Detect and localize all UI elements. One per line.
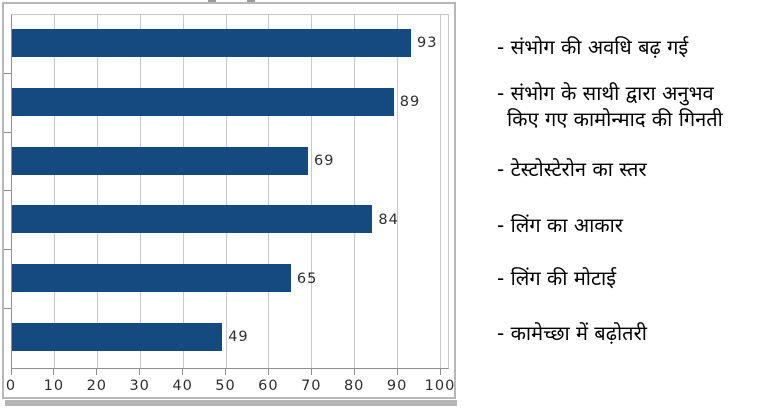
value-label: 84 [378, 211, 399, 228]
gridline [268, 15, 270, 368]
x-axis-tick [225, 369, 226, 375]
y-axis-tick [4, 190, 11, 192]
x-axis-tick [353, 369, 355, 375]
bar [12, 146, 308, 175]
bar [12, 323, 223, 351]
value-label: 69 [314, 153, 335, 169]
x-axis-labels: 0 10 20 30 40 50 60 70 80 90 100 [6, 378, 454, 396]
clipped-title-remnant [247, 0, 255, 2]
x-axis-label: 50 [215, 378, 236, 394]
plot-area: 93 89 69 84 65 49 [4, 14, 449, 375]
category-label: - कामेच्छा में बढ़ोतरी [497, 320, 647, 346]
bar [12, 87, 394, 116]
x-axis-label: 60 [258, 378, 279, 394]
gridline [53, 15, 55, 368]
label-line: - लिंग का आकार [497, 213, 623, 237]
x-axis-tick [439, 369, 441, 375]
label-line: - टेस्टोस्टेरोन का स्तर [497, 157, 647, 181]
label-line: किए गए कामोन्माद की गिनती [507, 107, 723, 131]
category-label: - लिंग का आकार [497, 212, 623, 238]
category-label: - लिंग की मोटाई [497, 265, 616, 291]
label-line: - संभोग की अवधि बढ़ गई [497, 35, 689, 59]
value-label: 49 [228, 329, 249, 346]
gridline [96, 15, 98, 368]
category-label: - टेस्टोस्टेरोन का स्तर [497, 156, 647, 182]
x-axis-label: 0 [5, 378, 17, 394]
y-axis-tick [4, 72, 11, 74]
label-line: - कामेच्छा में बढ़ोतरी [497, 321, 647, 345]
y-axis-tick [4, 131, 11, 133]
value-label: 89 [399, 94, 421, 111]
chart-bottom-shadow [5, 400, 457, 406]
gridline [225, 15, 227, 368]
value-label: 65 [296, 270, 318, 287]
bar [12, 205, 373, 234]
x-axis-tick [53, 369, 55, 375]
gridline [311, 15, 313, 368]
bar [12, 264, 291, 293]
x-axis-label: 70 [301, 378, 322, 394]
category-label: - संभोग की अवधि बढ़ गई [497, 34, 688, 60]
x-axis-tick [267, 369, 269, 375]
bar [12, 29, 411, 57]
gridline [440, 15, 441, 368]
category-label: - संभोग के साथी द्वारा अनुभव किए गए कामो… [497, 80, 723, 132]
x-axis-tick [96, 369, 98, 375]
x-axis-tick [396, 369, 398, 375]
x-axis-label: 40 [172, 378, 193, 394]
gridline [354, 15, 356, 368]
gridline [182, 15, 184, 368]
gridline [397, 15, 399, 368]
x-axis-label: 20 [86, 378, 108, 394]
x-axis-label: 10 [43, 378, 65, 394]
x-axis-tick [310, 369, 312, 375]
value-label: 93 [416, 35, 438, 52]
x-axis-label: 30 [129, 378, 150, 394]
x-axis-tick [10, 369, 12, 375]
x-axis-tick [139, 369, 141, 375]
x-axis-label: 80 [343, 378, 365, 394]
gridline [139, 15, 141, 368]
y-axis-tick [4, 249, 11, 251]
x-axis-tick [182, 369, 184, 375]
x-axis-label: 90 [386, 378, 408, 394]
x-axis-label: 100 [424, 378, 456, 394]
label-line: - संभोग के साथी द्वारा अनुभव [497, 81, 714, 105]
y-axis-tick [4, 308, 11, 309]
label-line: - लिंग की मोटाई [497, 266, 617, 290]
clipped-title-remnant [208, 0, 216, 2]
